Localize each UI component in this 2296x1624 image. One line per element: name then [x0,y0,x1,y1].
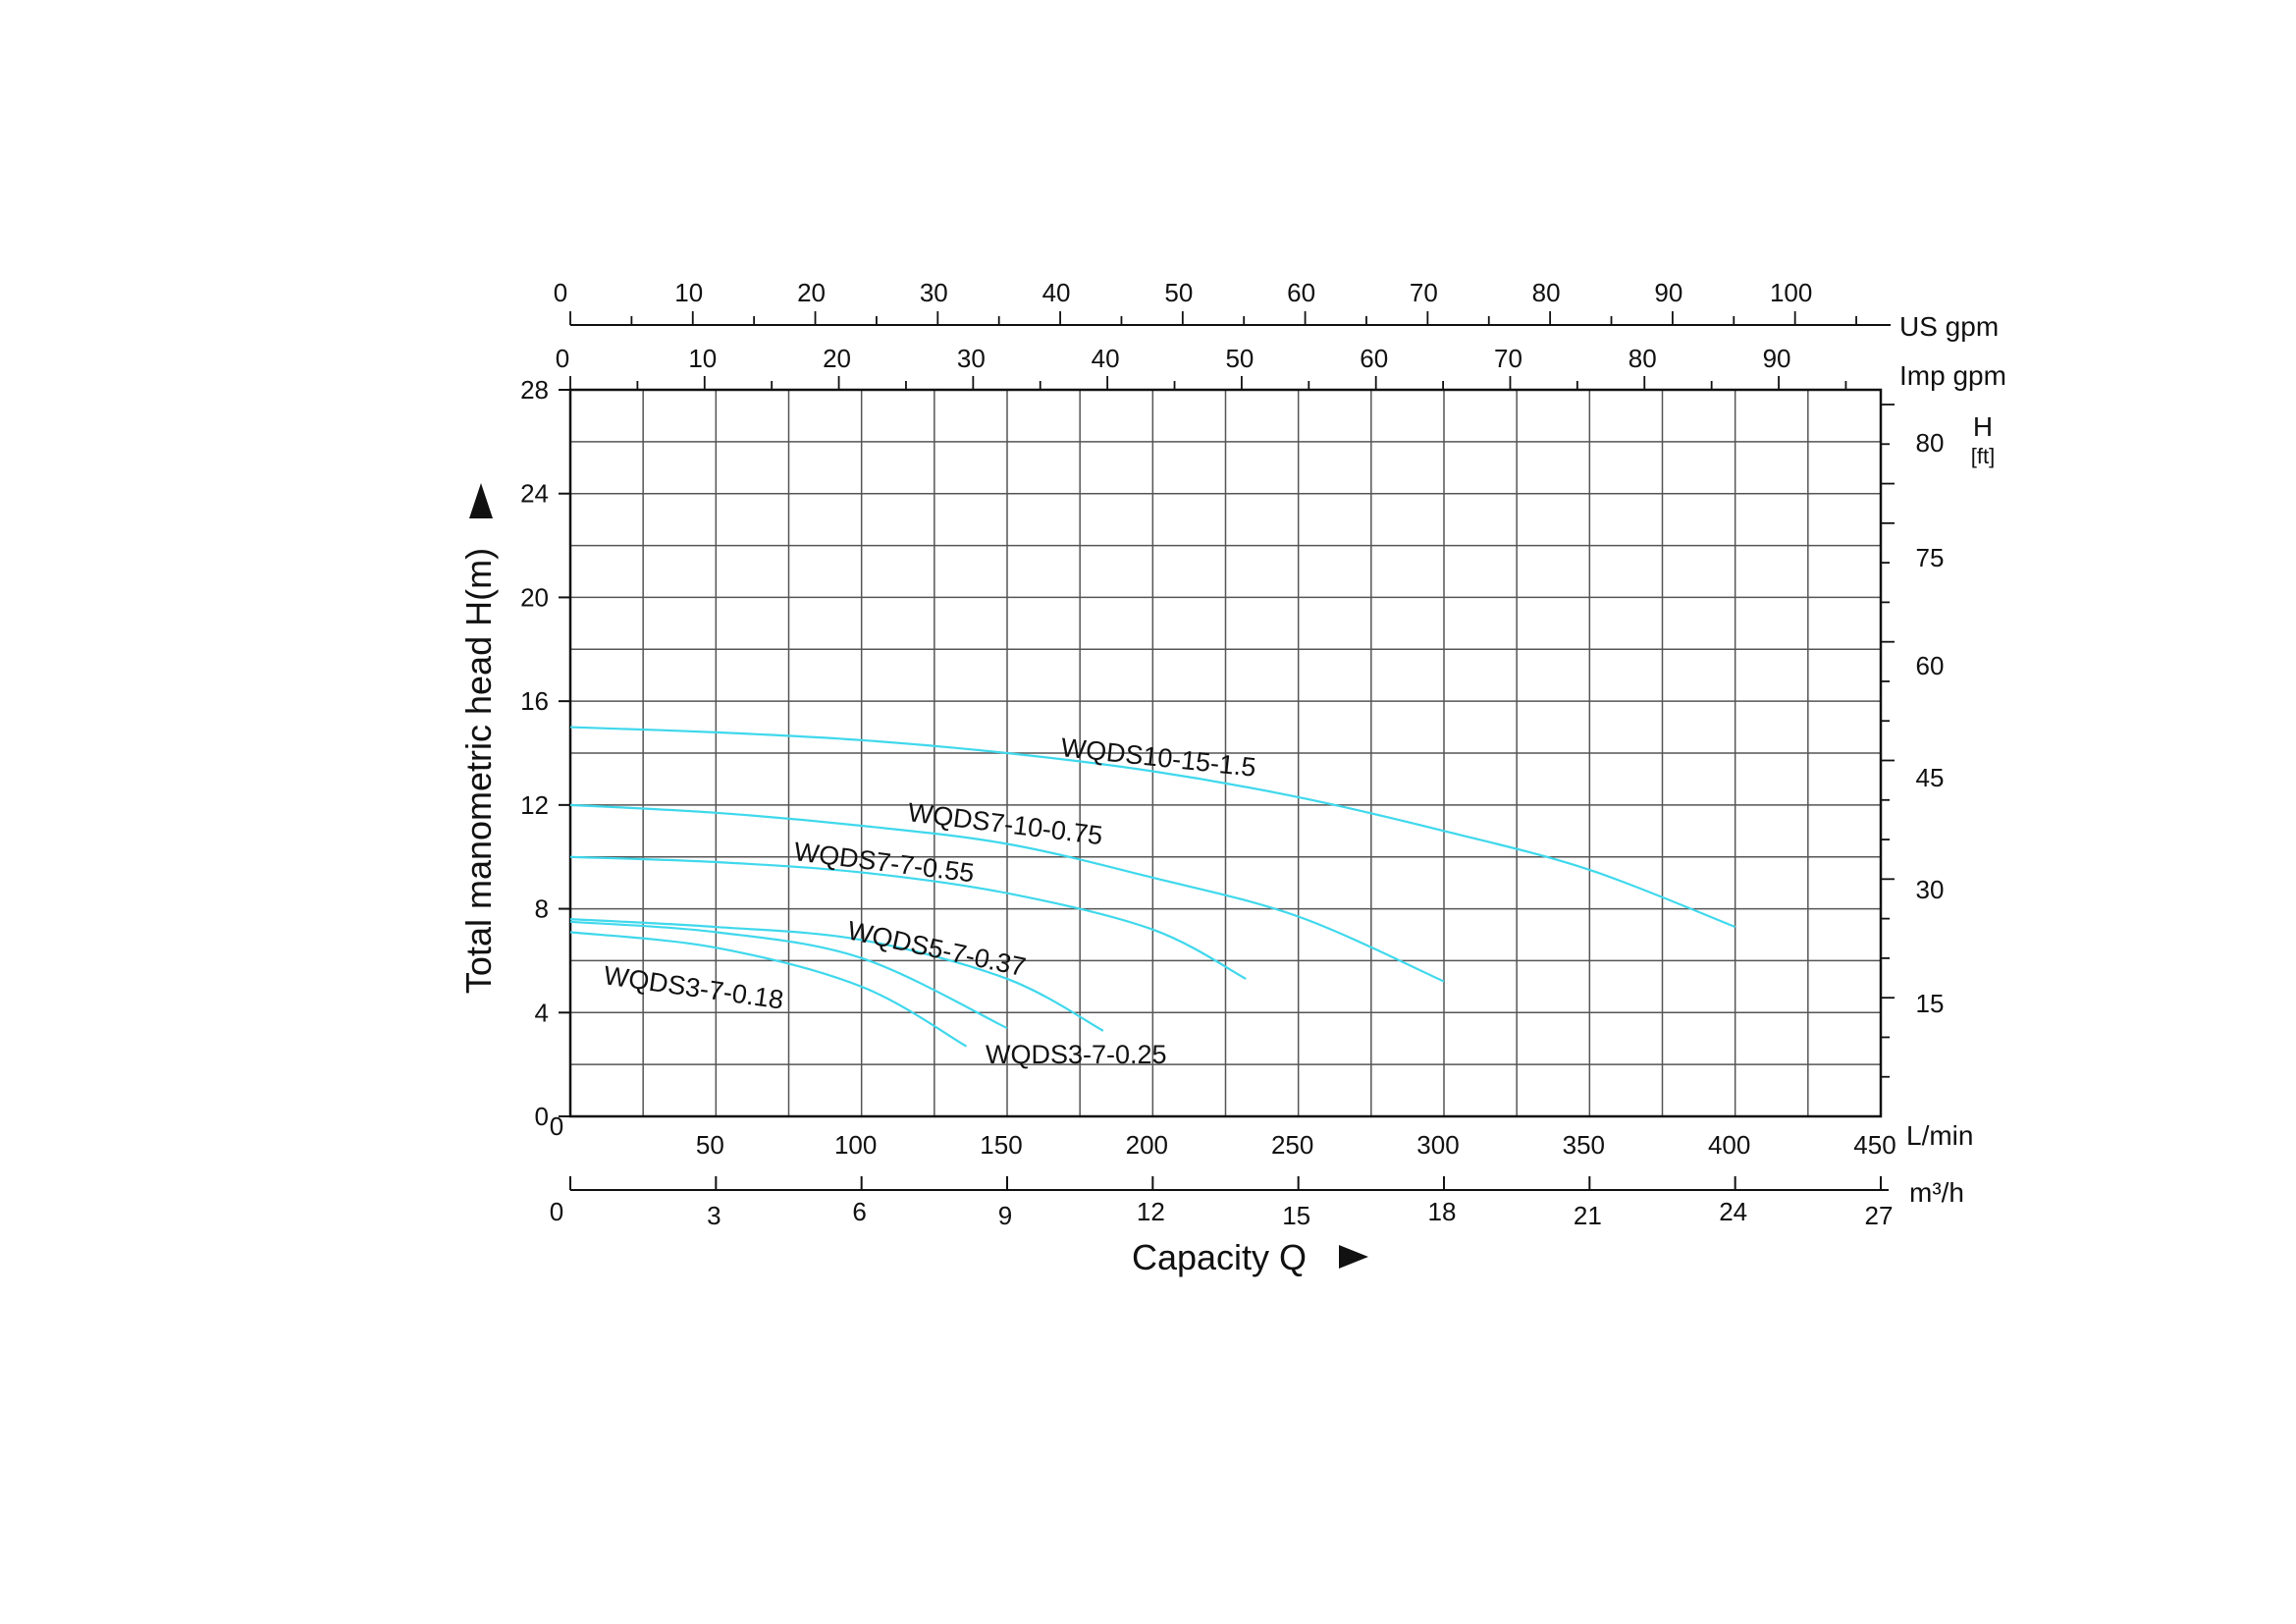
curve-wqds7-7-0.55 [569,855,1247,980]
x-unit-us-gpm: US gpm [1899,311,1999,342]
x-tick-label: 400 [1708,1130,1750,1160]
curve-label: WQDS7-7-0.55 [792,837,976,888]
x-tick-label: 50 [696,1130,724,1160]
x-unit-imp-gpm: Imp gpm [1899,360,2006,391]
m3h-tick-label: 9 [998,1201,1012,1230]
head-ft-tick-label: 30 [1916,875,1945,904]
imp-gpm-tick-label: 50 [1225,344,1254,373]
head-ft-tick-label: 45 [1916,763,1945,792]
y-tick-label: 16 [520,686,549,716]
us-gpm-tick-label: 40 [1042,278,1071,307]
x-tick-label: 200 [1126,1130,1168,1160]
plot-frame [568,388,1883,1118]
labels: Total manometric head H(m) Capacity Q L/… [458,311,2006,1277]
x-axis-title: Capacity Q [1132,1237,1307,1277]
curve-label: WQDS5-7-0.37 [845,916,1029,983]
grid-lines [570,390,1881,1116]
m3h-tick-label: 18 [1428,1197,1457,1226]
head-ft-unit-bottom: [ft] [1971,444,1995,468]
x-axis-arrow-icon [1339,1245,1368,1269]
us-gpm-tick-label: 20 [797,278,826,307]
imp-gpm-tick-label: 60 [1360,344,1388,373]
imp-gpm-tick-label: 10 [688,344,717,373]
curve-wqds3-7-0.25 [569,920,1008,1030]
us-gpm-tick-label: 60 [1287,278,1315,307]
us-gpm-tick-label: 30 [920,278,948,307]
curve-wqds3-7-0.18 [569,931,968,1048]
y-tick-label: 24 [520,479,549,509]
imp-gpm-tick-label: 90 [1763,344,1791,373]
y-tick-label: 0 [535,1102,549,1131]
head-ft-tick-label: 60 [1916,651,1945,680]
curve-wqds7-10-0.75 [569,803,1445,983]
m3h-tick-label: 3 [707,1201,721,1230]
m3h-tick-label: 12 [1137,1197,1165,1226]
head-ft-tick-label: 15 [1916,989,1945,1018]
m3h-tick-label: 21 [1574,1201,1602,1230]
imp-gpm-tick-label: 30 [957,344,986,373]
x-unit-m3h: m³/h [1909,1177,1964,1208]
imp-gpm-tick-label: 70 [1494,344,1522,373]
x-tick-label: 300 [1416,1130,1459,1160]
us-gpm-tick-label: 0 [554,278,567,307]
y-tick-label: 4 [535,998,549,1027]
x-tick-label: 100 [834,1130,877,1160]
us-gpm-tick-label: 100 [1770,278,1812,307]
us-gpm-tick-label: 80 [1532,278,1561,307]
x-tick-label: 0 [550,1111,563,1141]
head-ft-tick-label: 80 [1916,428,1945,458]
imp-gpm-tick-label: 40 [1092,344,1120,373]
imp-gpm-tick-label: 20 [823,344,851,373]
y-tick-label: 20 [520,582,549,612]
m3h-tick-label: 24 [1719,1197,1747,1226]
us-gpm-tick-label: 70 [1410,278,1438,307]
curve-wqds5-7-0.37 [569,918,1104,1032]
curve-wqds10-15-1.5 [569,726,1736,929]
head-ft-unit-top: H [1973,411,1993,442]
y-tick-label: 8 [535,894,549,924]
y-axis-arrow-icon [469,483,493,518]
curve-label: WQDS10-15-1.5 [1059,732,1257,783]
imp-gpm-tick-label: 80 [1629,344,1657,373]
y-axis-title: Total manometric head H(m) [458,548,499,994]
curve-label: WQDS3-7-0.18 [602,960,785,1014]
curve-label: WQDS3-7-0.25 [986,1040,1167,1069]
y-tick-label: 12 [520,790,549,820]
us-gpm-tick-label: 50 [1164,278,1193,307]
m3h-tick-label: 6 [852,1197,866,1226]
head-ft-tick-label: 75 [1916,543,1945,572]
x-tick-label: 250 [1271,1130,1313,1160]
m3h-tick-label: 15 [1282,1201,1310,1230]
us-gpm-tick-label: 90 [1654,278,1682,307]
m3h-tick-label: 0 [550,1197,563,1226]
y-tick-label: 28 [520,375,549,405]
x-tick-label: 150 [980,1130,1022,1160]
imp-gpm-tick-label: 0 [556,344,569,373]
x-tick-label: 350 [1563,1130,1605,1160]
m3h-tick-label: 27 [1865,1201,1894,1230]
x-unit-lmin: L/min [1906,1120,1973,1151]
us-gpm-tick-label: 10 [674,278,703,307]
x-tick-label: 450 [1853,1130,1896,1160]
